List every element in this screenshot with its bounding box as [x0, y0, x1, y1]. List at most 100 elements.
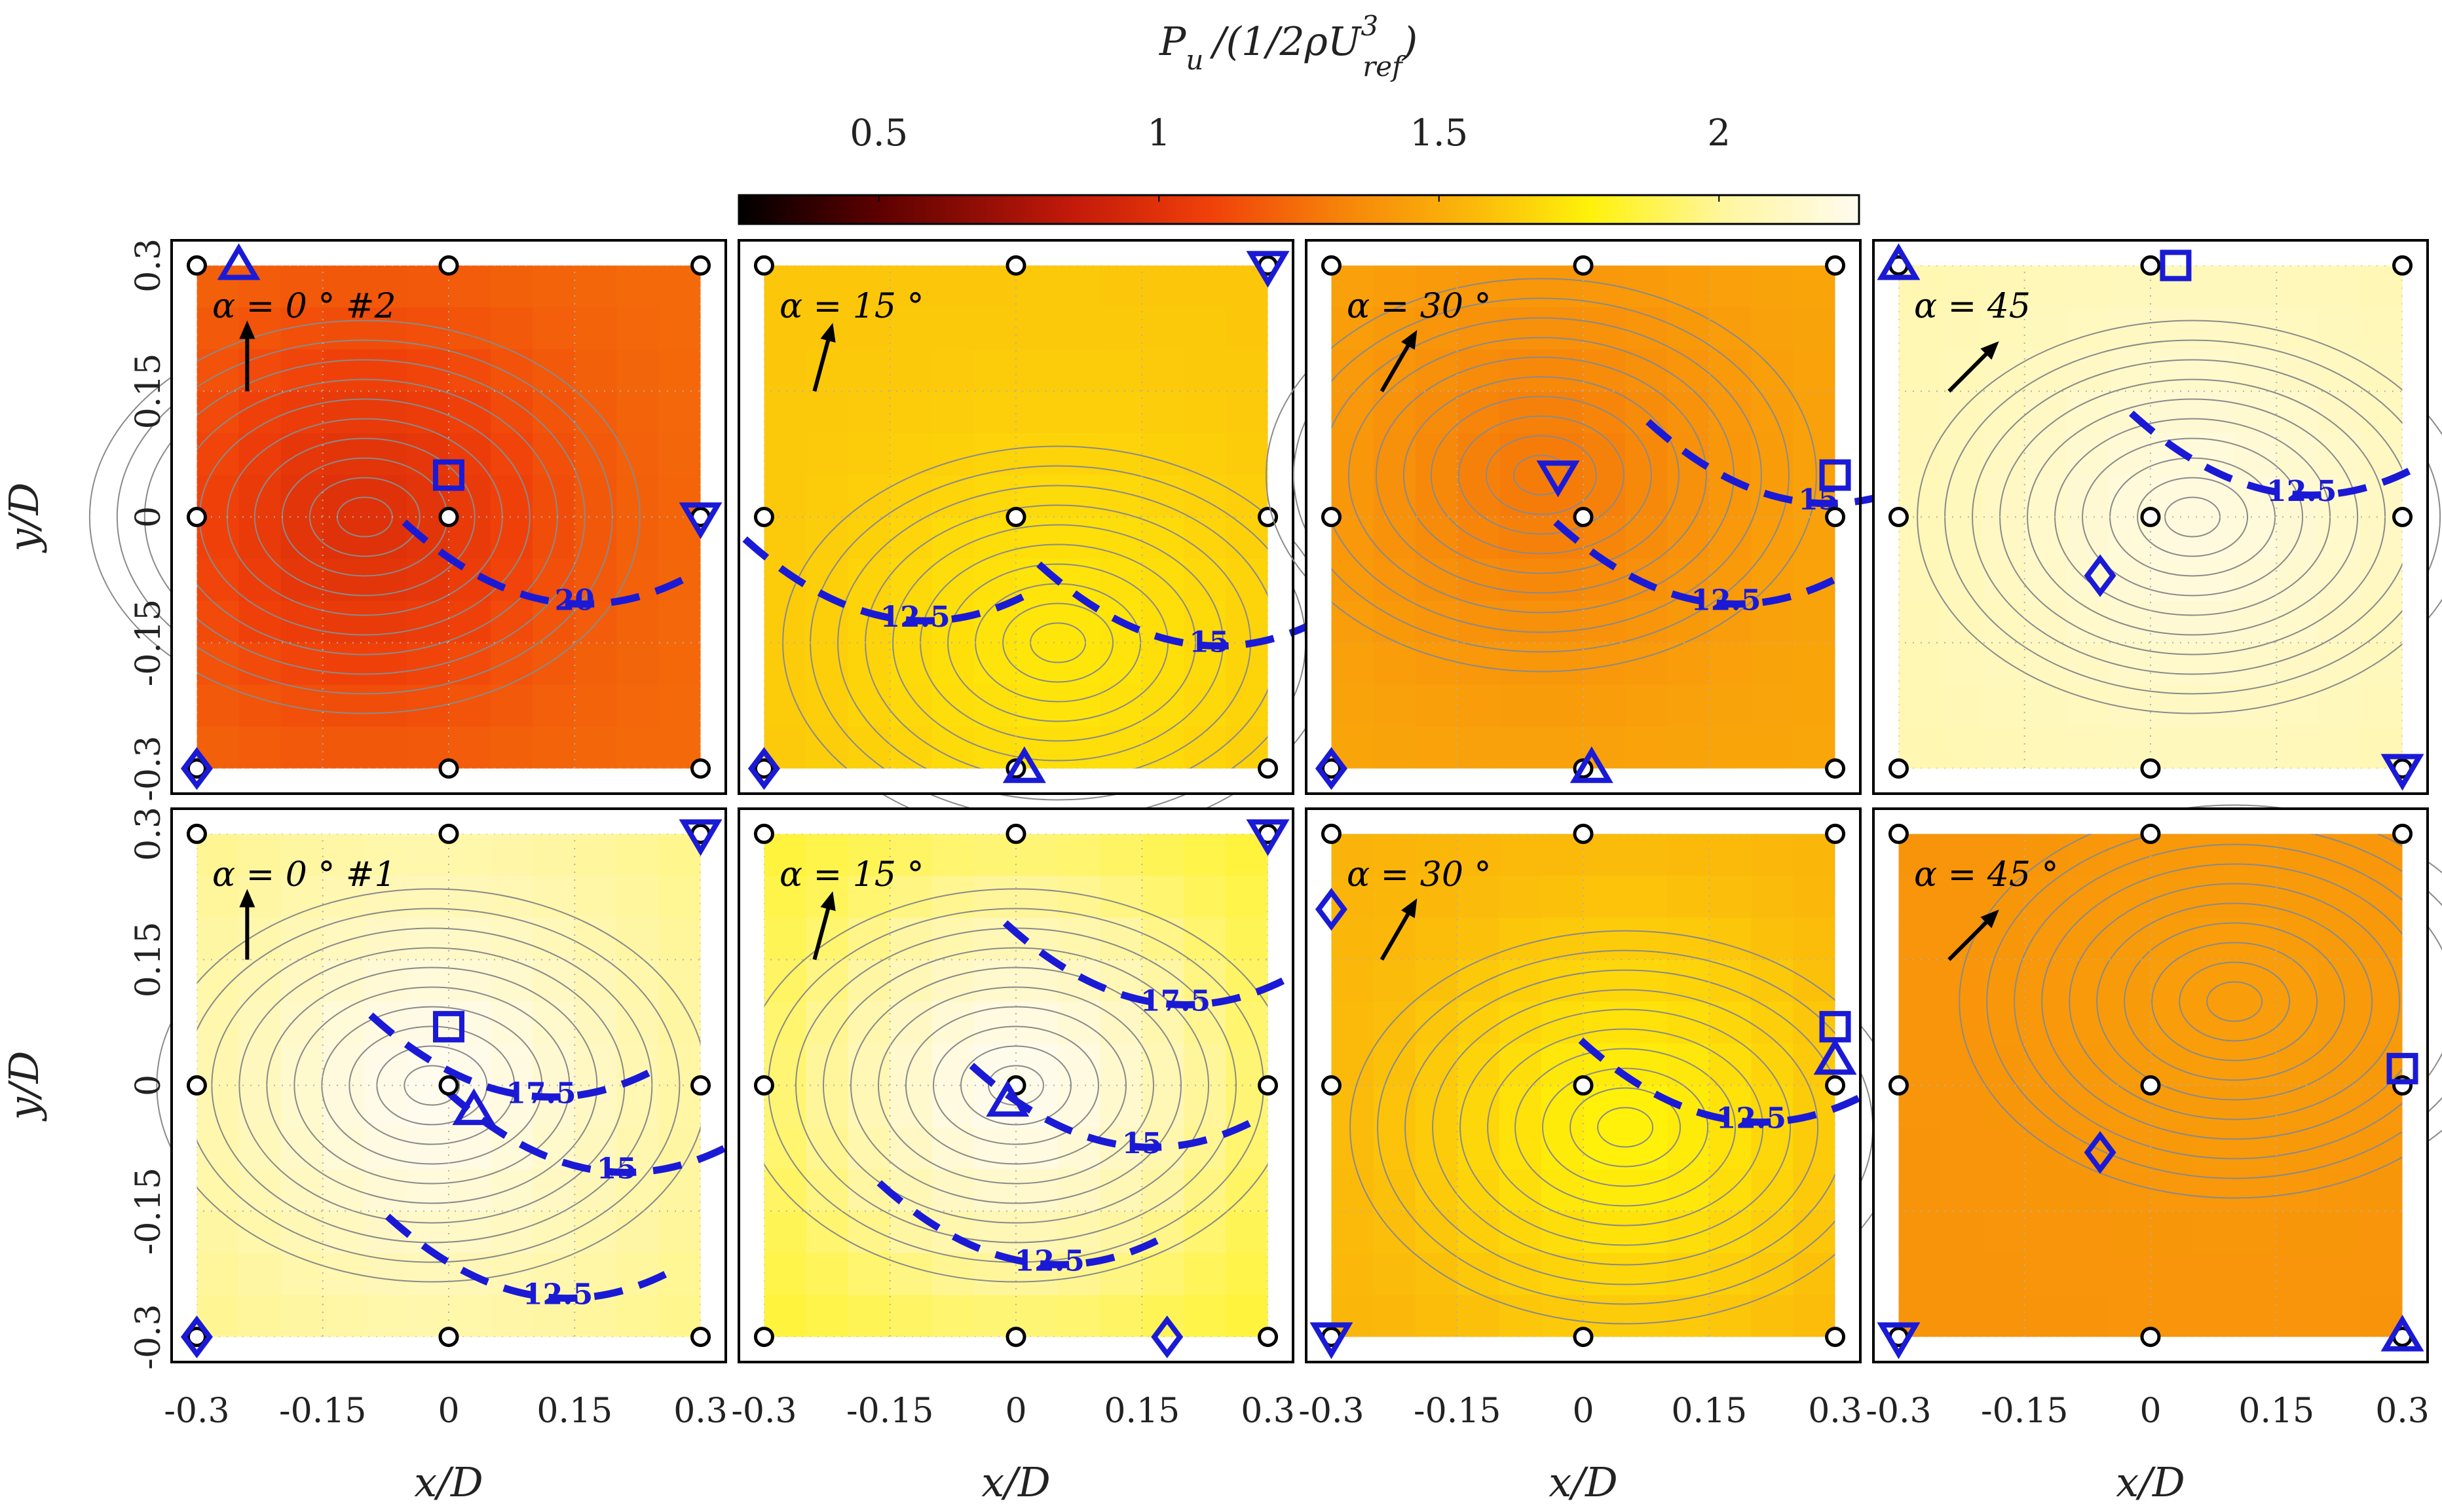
field-cell	[2360, 684, 2403, 728]
colorbar-gradient	[738, 194, 1860, 225]
field-cell	[1331, 433, 1374, 476]
field-cell	[1457, 517, 1500, 560]
field-cell	[1184, 349, 1227, 392]
field-cell	[2276, 1253, 2319, 1296]
turbine-marker	[753, 255, 774, 276]
field-cell	[322, 475, 366, 518]
turbine-marker	[438, 1327, 459, 1348]
field-cell	[1016, 1169, 1059, 1212]
field-cell	[2234, 1127, 2277, 1170]
field-cell	[1982, 559, 2025, 602]
field-cell	[1751, 265, 1794, 308]
field-cell	[1058, 433, 1100, 476]
field-cell	[2318, 307, 2361, 350]
field-cell	[616, 1295, 660, 1338]
turbine-marker	[753, 1075, 774, 1096]
field-cell	[2066, 391, 2109, 434]
field-cell	[1667, 1001, 1710, 1044]
field-cell	[1625, 1253, 1668, 1296]
field-cell	[197, 642, 240, 686]
field-cell	[2024, 475, 2067, 518]
field-cell	[1457, 834, 1500, 877]
field-cell	[1940, 726, 1983, 769]
y-tick-label: -0.15	[129, 1168, 168, 1255]
field-cell	[1142, 1169, 1184, 1212]
field-cell	[1667, 475, 1710, 518]
field-cell	[1667, 307, 1710, 350]
field-cell	[2234, 559, 2277, 602]
triangle-down-marker	[1246, 251, 1290, 288]
field-cell	[197, 876, 240, 919]
field-cell	[1898, 433, 1942, 476]
field-cell	[280, 876, 324, 919]
contour-label: 12.5	[1716, 1102, 1786, 1135]
field-cell	[1415, 684, 1458, 728]
field-cell	[890, 642, 933, 686]
field-cell	[2276, 959, 2319, 1003]
x-tick-label: 0.3	[1808, 1392, 1862, 1431]
field-cell	[1415, 1295, 1458, 1338]
field-cell	[764, 1169, 807, 1212]
field-cell	[238, 391, 282, 434]
field-cell	[1415, 834, 1458, 877]
field-cell	[658, 1169, 702, 1212]
field-cell	[2360, 917, 2403, 961]
field-cell	[322, 876, 366, 919]
field-cell	[2151, 391, 2193, 434]
field-cell	[931, 265, 975, 308]
field-cell	[890, 307, 933, 350]
field-cell	[574, 475, 617, 518]
field-cell	[1898, 959, 1942, 1003]
field-cell	[931, 391, 975, 434]
field-cell	[322, 517, 366, 560]
field-cell	[1982, 475, 2025, 518]
field-cell	[1184, 517, 1227, 560]
field-cell	[406, 391, 449, 434]
field-cell	[1625, 1295, 1668, 1338]
field-cell	[533, 517, 575, 560]
field-cell	[2360, 1211, 2403, 1254]
field-cell	[1373, 391, 1416, 434]
contour-label: 15	[597, 1152, 637, 1186]
field-cell	[1940, 684, 1983, 728]
field-cell	[1982, 684, 2025, 728]
field-cell	[616, 876, 660, 919]
wind-arrow-head	[239, 889, 255, 908]
field-cell	[1373, 265, 1416, 308]
field-cell	[848, 1085, 891, 1128]
field-cell	[1940, 517, 1983, 560]
contour-label: 12.5	[880, 600, 950, 634]
field-cell	[1499, 726, 1542, 769]
contour-line	[310, 478, 420, 557]
field-cell	[1226, 959, 1269, 1003]
field-cell	[890, 1295, 933, 1338]
field-cell	[1793, 642, 1836, 686]
field-cell	[2024, 1001, 2067, 1044]
field-cell	[2318, 642, 2361, 686]
x-tick-label: -0.15	[1414, 1392, 1501, 1431]
field-cell	[2234, 834, 2277, 877]
field-cell	[322, 1001, 366, 1044]
field-cell	[197, 917, 240, 961]
field-cell	[1667, 517, 1710, 560]
field-cell	[1457, 1169, 1500, 1212]
field-cell	[1373, 1127, 1416, 1170]
x-tick-label: -0.3	[731, 1392, 797, 1431]
contour-lines	[1266, 278, 1816, 671]
square-marker	[433, 459, 464, 491]
field-cell	[1373, 1253, 1416, 1296]
field-cell	[1142, 917, 1184, 961]
field-cell	[2276, 517, 2319, 560]
field-cell	[1499, 1001, 1542, 1044]
field-cell	[1184, 642, 1227, 686]
field-cell	[1898, 684, 1942, 728]
field-cell	[806, 834, 849, 877]
field-cell	[658, 1211, 702, 1254]
turbine-marker	[186, 1075, 207, 1096]
field-cell	[2234, 1169, 2277, 1212]
field-cell	[1625, 876, 1668, 919]
field-cell	[890, 349, 933, 392]
turbine-marker	[753, 758, 774, 779]
x-axis-label: x/D	[981, 1458, 1051, 1506]
field-cell	[806, 433, 849, 476]
